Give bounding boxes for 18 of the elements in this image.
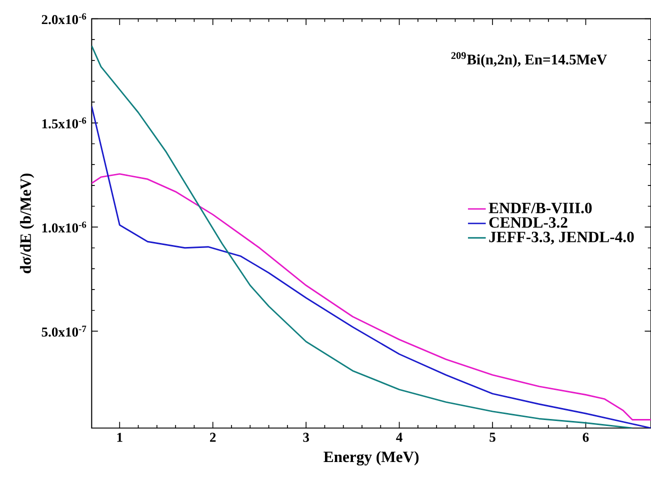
y-tick-label: 1.0x10$^{-6}$ <box>42 222 86 233</box>
y-tick-label: 1.5x10$^{-6}$ <box>42 118 86 129</box>
legend-label: JEFF-3.3, JENDL-4.0 <box>489 232 634 245</box>
annotation: $^{209}$Bi(n,2n), En=14.5MeV <box>451 52 607 68</box>
line-series <box>92 173 651 421</box>
y-tick-label: 2.0x10$^{-6}$ <box>42 13 86 24</box>
y-axis-title: dσ/dE (b/MeV) <box>20 174 34 274</box>
x-tick-label: 2 <box>210 433 216 442</box>
x-tick-label: 4 <box>396 433 402 442</box>
legend-label: CENDL-3.2 <box>489 217 568 228</box>
line-series <box>92 106 651 428</box>
y-tick-label: 5.0x10$^{-7}$ <box>42 326 86 337</box>
x-tick-label: 5 <box>490 433 496 442</box>
legend-label: ENDF/B-VIII.0 <box>488 202 592 214</box>
x-tick-label: 1 <box>117 433 122 442</box>
x-axis-title: Energy (MeV) <box>324 451 419 466</box>
x-tick-label: 6 <box>582 433 589 442</box>
x-tick-label: 3 <box>303 433 309 442</box>
